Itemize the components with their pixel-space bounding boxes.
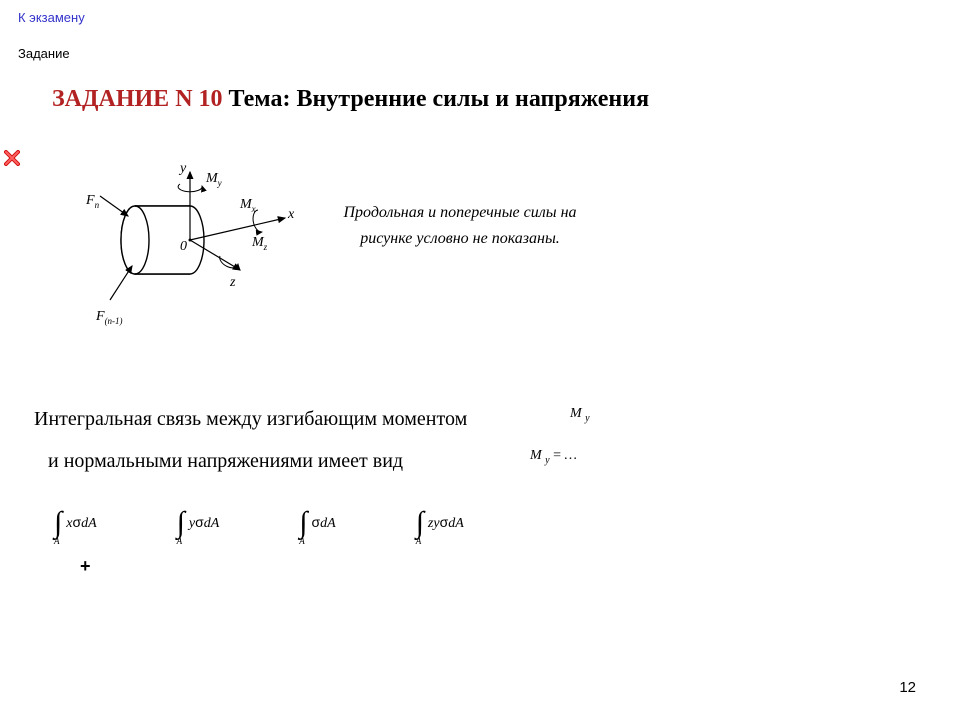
exam-link[interactable]: К экзамену [18,10,85,25]
stem-line-2: и нормальными напряжениями имеет вид [48,450,403,473]
dg-z: z [229,275,236,290]
option-4[interactable]: ∫A zyσdA [416,508,464,538]
correct-marker: + [80,556,91,577]
dg-Fn1: F [95,309,105,324]
option-2-expr: yσdA [189,514,219,532]
task-label: Задание [18,46,70,61]
integral-icon: ∫A [177,508,185,538]
answer-options: ∫A xσdA ∫A yσdA ∫A σdA ∫A zyσdA [54,508,464,538]
svg-text:Mx: Mx [239,197,256,214]
task-title-prefix: ЗАДАНИЕ N 10 [52,86,223,112]
option-3-expr: σdA [312,514,336,532]
forces-diagram: 0 y x z My Mx Mz Fn F(n-1) [80,160,310,340]
integral-icon: ∫A [299,508,307,538]
integral-icon: ∫A [54,508,62,538]
task-title-rest: Тема: Внутренние силы и напряжения [223,86,650,112]
page-number: 12 [899,679,916,696]
dg-Fn: F [85,193,95,208]
diagram-caption: Продольная и поперечные силы на рисунке … [330,200,590,251]
dg-Fn-sub: n [95,200,100,210]
dg-Fn1-sub: (n-1) [105,316,123,326]
svg-text:Mz: Mz [251,235,268,252]
svg-text:F(n-1): F(n-1) [95,309,123,326]
option-2[interactable]: ∫A yσdA [177,508,220,538]
dg-y: y [178,161,187,176]
integral-icon: ∫A [416,508,424,538]
option-1-expr: xσdA [66,514,96,532]
dg-origin: 0 [180,239,187,254]
dg-Mz-sub: z [263,242,268,252]
svg-text:Fn: Fn [85,193,100,210]
option-3[interactable]: ∫A σdA [299,508,335,538]
dg-Mx-sub: x [251,204,256,214]
task-title: ЗАДАНИЕ N 10 Тема: Внутренние силы и нап… [52,86,649,113]
option-1[interactable]: ∫A xσdA [54,508,97,538]
stem-line-2-symbol: M y = … [530,448,577,466]
dg-My-sub: y [217,178,222,188]
stem-line-1: Интегральная связь между изгибающим моме… [34,408,467,431]
incorrect-icon [4,150,20,166]
stem-line-1-symbol: M y [570,406,590,424]
dg-x: x [287,207,295,222]
option-4-expr: zyσdA [428,514,464,532]
svg-text:My: My [205,171,222,188]
